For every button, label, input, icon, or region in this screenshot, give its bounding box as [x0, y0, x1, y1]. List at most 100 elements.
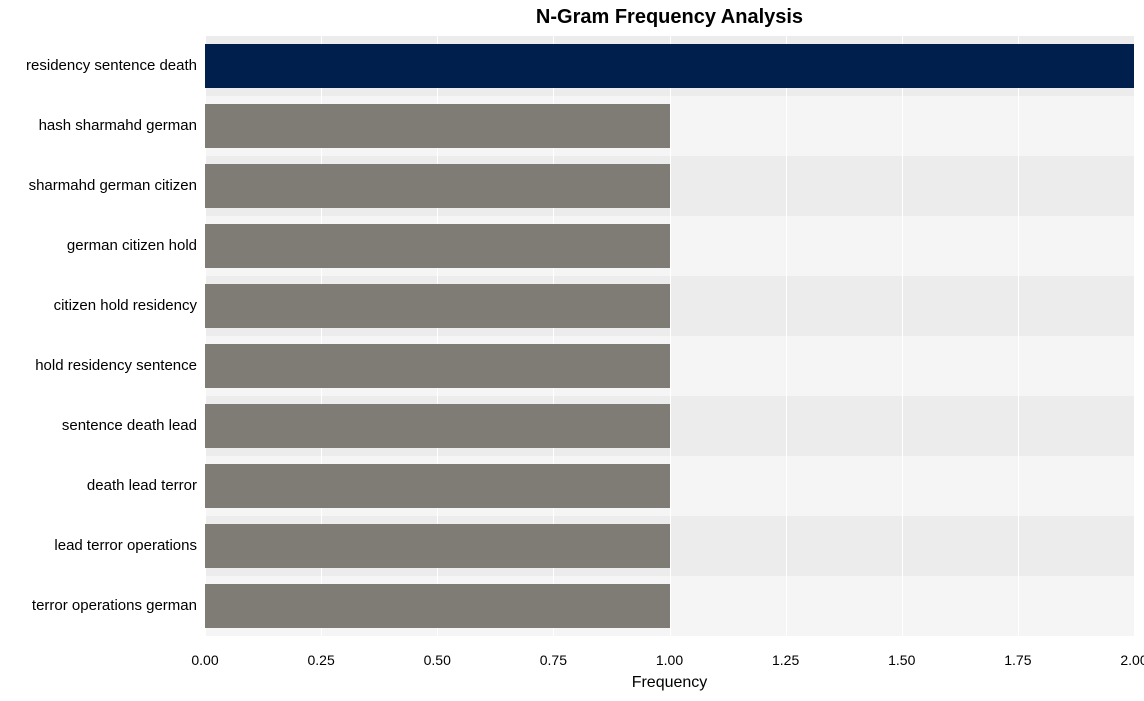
y-tick-label: sharmahd german citizen — [0, 156, 197, 216]
bar — [205, 584, 670, 628]
grid-minor-mark — [205, 448, 206, 456]
grid-minor-mark — [786, 516, 787, 524]
grid-minor-mark — [786, 208, 787, 216]
grid-minor-mark — [670, 448, 671, 456]
x-tick-label: 0.50 — [424, 652, 451, 668]
grid-minor-mark — [437, 276, 438, 284]
grid-minor-mark — [321, 208, 322, 216]
bar — [205, 404, 670, 448]
y-tick-label: death lead terror — [0, 456, 197, 516]
y-tick-label: terror operations german — [0, 576, 197, 636]
grid-minor-mark — [205, 328, 206, 336]
x-tick-label: 0.25 — [308, 652, 335, 668]
grid-minor-mark — [553, 36, 554, 44]
grid-minor-mark — [321, 328, 322, 336]
grid-minor-mark — [553, 88, 554, 96]
grid-minor-mark — [321, 516, 322, 524]
x-tick-label: 1.75 — [1004, 652, 1031, 668]
grid-minor-mark — [786, 156, 787, 164]
grid-minor-mark — [553, 396, 554, 404]
grid-minor-mark — [1134, 88, 1135, 96]
grid-minor-mark — [1018, 328, 1019, 336]
grid-minor-mark — [321, 396, 322, 404]
grid-minor-mark — [786, 36, 787, 44]
grid-minor-mark — [1134, 36, 1135, 44]
bar — [205, 344, 670, 388]
grid-minor-mark — [321, 568, 322, 576]
x-axis-label: Frequency — [205, 674, 1134, 692]
grid-minor-mark — [902, 156, 903, 164]
grid-minor-mark — [1018, 156, 1019, 164]
grid-minor-mark — [902, 396, 903, 404]
bar — [205, 164, 670, 208]
x-tick-label: 2.00 — [1120, 652, 1144, 668]
x-tick-label: 1.00 — [656, 652, 683, 668]
grid-minor-mark — [1134, 396, 1135, 404]
grid-minor-mark — [902, 88, 903, 96]
grid-minor-mark — [786, 568, 787, 576]
grid-minor-mark — [553, 328, 554, 336]
grid-minor-mark — [670, 276, 671, 284]
grid-minor-mark — [1018, 208, 1019, 216]
grid-minor-mark — [205, 568, 206, 576]
y-tick-label: sentence death lead — [0, 396, 197, 456]
grid-minor-mark — [1134, 516, 1135, 524]
bar — [205, 464, 670, 508]
bar — [205, 284, 670, 328]
grid-minor-mark — [553, 208, 554, 216]
grid-minor-mark — [437, 36, 438, 44]
grid-minor-mark — [786, 276, 787, 284]
y-tick-label: hold residency sentence — [0, 336, 197, 396]
grid-minor-mark — [437, 448, 438, 456]
grid-minor-mark — [553, 276, 554, 284]
grid-minor-mark — [205, 396, 206, 404]
grid-minor-mark — [1134, 568, 1135, 576]
grid-minor-mark — [786, 448, 787, 456]
grid-minor-mark — [902, 328, 903, 336]
grid-minor-mark — [1134, 156, 1135, 164]
grid-minor-mark — [205, 276, 206, 284]
y-tick-label: lead terror operations — [0, 516, 197, 576]
x-tick-label: 1.25 — [772, 652, 799, 668]
grid-minor-mark — [437, 208, 438, 216]
grid-minor-mark — [321, 156, 322, 164]
grid-minor-mark — [902, 516, 903, 524]
grid-minor-mark — [321, 88, 322, 96]
y-tick-label: residency sentence death — [0, 36, 197, 96]
grid-minor-mark — [1134, 328, 1135, 336]
chart-title: N-Gram Frequency Analysis — [205, 6, 1134, 29]
x-tick-label: 1.50 — [888, 652, 915, 668]
grid-minor-mark — [670, 568, 671, 576]
grid-minor-mark — [1018, 568, 1019, 576]
grid-minor-mark — [670, 396, 671, 404]
grid-minor-mark — [902, 448, 903, 456]
bar — [205, 524, 670, 568]
grid-minor-mark — [670, 516, 671, 524]
grid-minor-mark — [437, 328, 438, 336]
grid-minor-mark — [670, 156, 671, 164]
grid-minor-mark — [1018, 36, 1019, 44]
gridline — [1018, 36, 1019, 636]
gridline — [1134, 36, 1135, 636]
y-tick-label: german citizen hold — [0, 216, 197, 276]
grid-minor-mark — [205, 208, 206, 216]
grid-minor-mark — [670, 328, 671, 336]
grid-minor-mark — [1134, 448, 1135, 456]
bar — [205, 224, 670, 268]
grid-minor-mark — [437, 568, 438, 576]
grid-minor-mark — [437, 156, 438, 164]
grid-minor-mark — [1018, 448, 1019, 456]
ngram-frequency-chart: N-Gram Frequency Analysis residency sent… — [0, 0, 1144, 701]
grid-minor-mark — [205, 156, 206, 164]
grid-minor-mark — [437, 516, 438, 524]
grid-minor-mark — [553, 516, 554, 524]
grid-minor-mark — [321, 276, 322, 284]
grid-minor-mark — [902, 36, 903, 44]
grid-minor-mark — [786, 396, 787, 404]
grid-minor-mark — [1018, 396, 1019, 404]
gridline — [786, 36, 787, 636]
grid-minor-mark — [437, 396, 438, 404]
grid-minor-mark — [437, 88, 438, 96]
grid-minor-mark — [786, 328, 787, 336]
grid-minor-mark — [205, 36, 206, 44]
